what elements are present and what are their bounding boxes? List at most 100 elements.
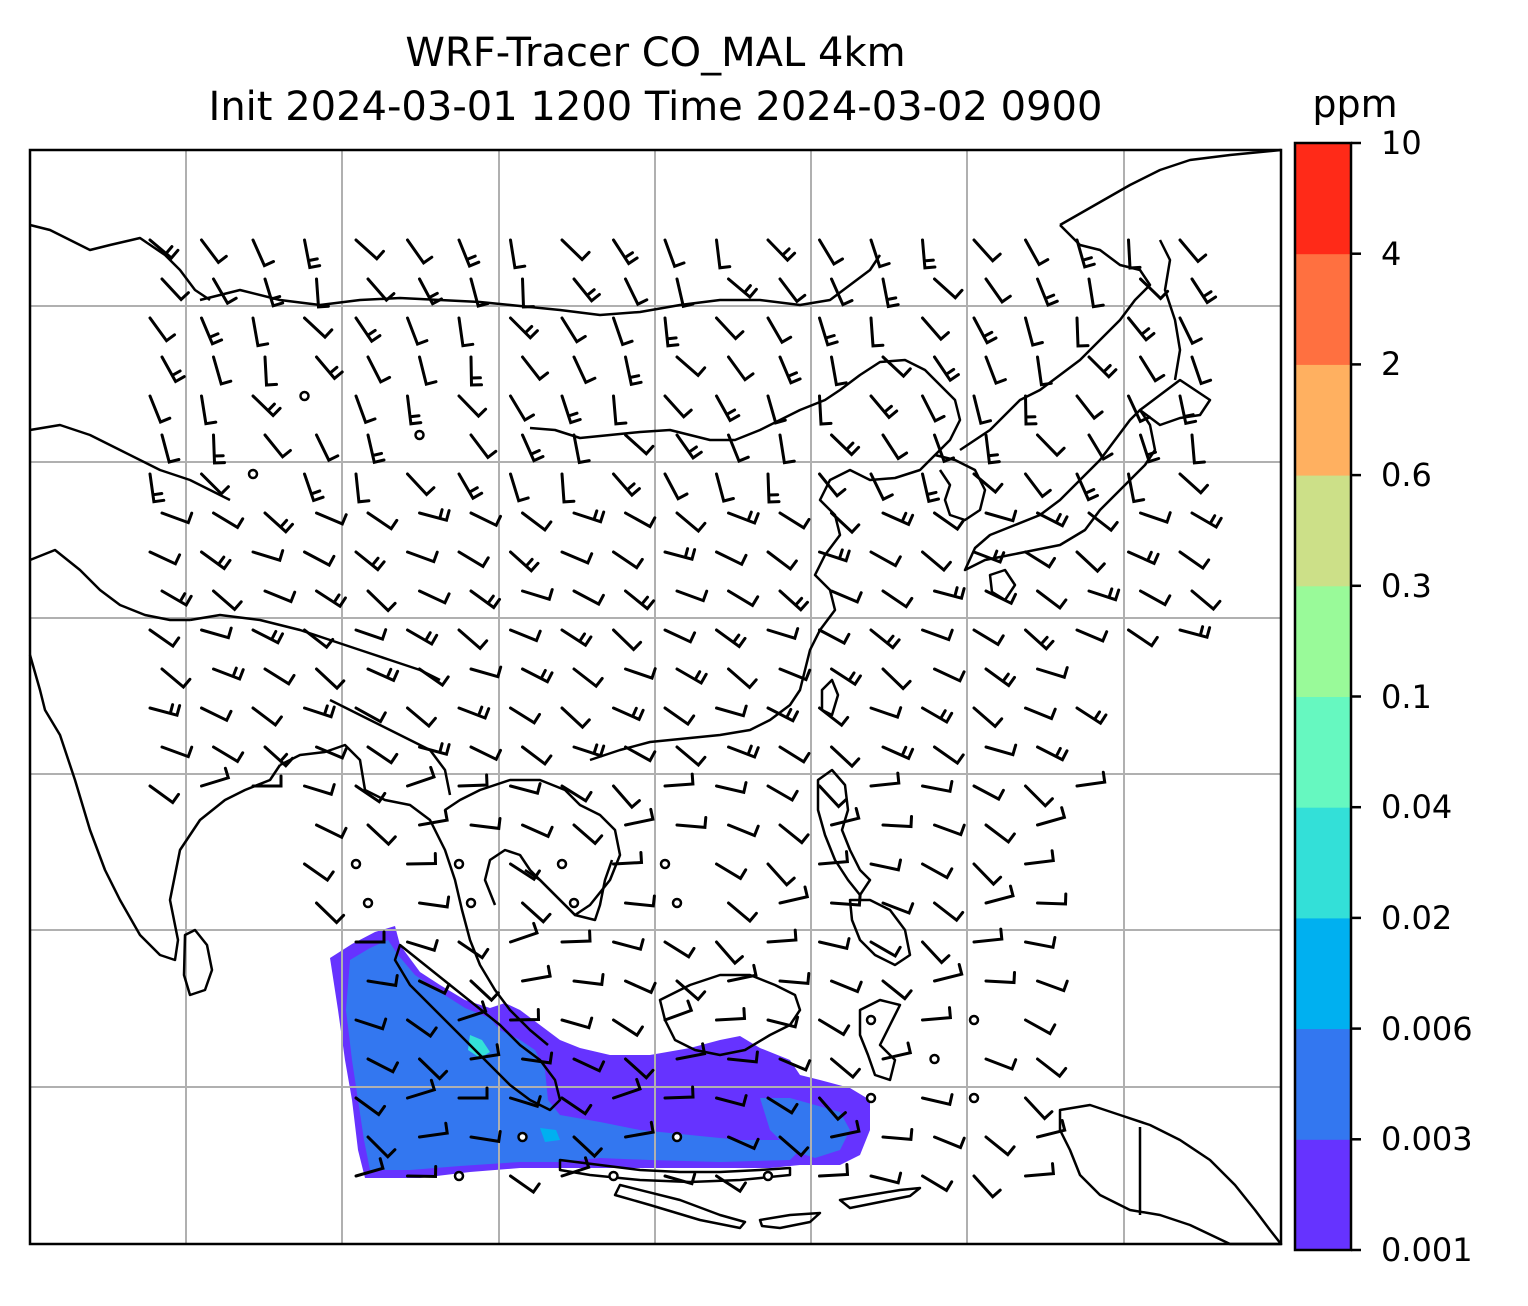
wind-barb (818, 628, 851, 646)
wind-barb (624, 667, 657, 681)
calm-marker (453, 858, 465, 870)
wind-barb (560, 784, 593, 803)
colorbar (1295, 143, 1351, 1251)
wind-barb (406, 238, 434, 265)
wind-barb (366, 589, 397, 613)
wind-barb (1139, 589, 1172, 607)
wind-barb (715, 394, 741, 423)
wind-barb (303, 862, 335, 883)
wind-barb (521, 355, 550, 382)
wind-barb (984, 743, 1018, 757)
wind-barb (624, 589, 656, 611)
wind-barb (509, 1008, 541, 1022)
wind-barb (1024, 1162, 1056, 1178)
wind-barb (624, 894, 656, 908)
wind-barb (212, 589, 243, 612)
wind-barb (1178, 316, 1203, 346)
wind-barb (818, 472, 847, 498)
colorbar-tick-label: 2 (1381, 345, 1402, 384)
wind-barb (1036, 666, 1069, 680)
wind-barb (406, 628, 439, 647)
wind-barb (715, 238, 732, 270)
wind-barb (263, 277, 285, 308)
wind-barb (1024, 1018, 1057, 1036)
wind-barb (1036, 511, 1069, 528)
wind-barb (315, 355, 344, 381)
wind-barb (263, 433, 292, 459)
wind-barb (818, 1096, 847, 1122)
wind-barb (663, 1085, 695, 1100)
wind-barb (675, 589, 709, 603)
colorbar-bin (1295, 917, 1351, 1030)
wind-barb (715, 940, 744, 966)
colorbar-bin (1295, 585, 1351, 697)
map-title-line2: Init 2024-03-01 1200 Time 2024-03-02 090… (208, 84, 1103, 130)
wind-barb (406, 1078, 437, 1100)
wind-barb (457, 940, 490, 960)
wind-barb (457, 628, 489, 651)
wind-barb (1127, 550, 1160, 566)
wind-barb (818, 784, 848, 809)
wind-barb (715, 781, 748, 795)
wind-barb (1036, 1119, 1067, 1139)
wind-barb (663, 1172, 697, 1186)
calm-marker (608, 1170, 619, 1182)
wind-barb (1190, 355, 1213, 386)
wind-barb (921, 550, 952, 573)
wind-barb (315, 667, 346, 691)
wind-barb (521, 588, 554, 602)
wind-barb (354, 394, 377, 425)
wind-barb (869, 706, 903, 720)
wind-barb (766, 1015, 800, 1029)
wind-barb (715, 472, 735, 503)
coastline-sri-lanka (182, 928, 214, 997)
calm-marker (299, 390, 310, 402)
wind-barb (457, 472, 484, 501)
wind-barb (778, 823, 810, 845)
wind-barb (212, 745, 245, 764)
wind-barb (366, 667, 400, 683)
wind-barb (457, 1000, 488, 1022)
wind-barb (727, 1050, 759, 1064)
wind-barb (881, 589, 914, 609)
wind-barb (560, 706, 591, 730)
wind-barb (212, 433, 226, 465)
wind-barb (1190, 433, 1206, 465)
wind-barb (572, 743, 606, 758)
wind-barb (675, 433, 703, 460)
wind-barb (612, 851, 644, 866)
wind-barb (972, 549, 1006, 564)
wind-barb (830, 979, 863, 994)
wind-barb (572, 1135, 603, 1159)
wind-barb (612, 550, 644, 570)
wind-barb (457, 238, 481, 268)
calm-marker (671, 1131, 683, 1143)
border-china-mongolia (199, 254, 882, 317)
wind-barb (148, 316, 176, 343)
wind-barb (406, 550, 439, 564)
coastline-korea (934, 453, 987, 522)
wind-barb (406, 852, 438, 866)
map-title-line1: WRF-Tracer CO_MAL 4km (405, 30, 906, 76)
coastline-japan-kyushu (988, 568, 1017, 602)
wind-barb (830, 893, 862, 907)
calm-marker (762, 1170, 774, 1182)
wind-barb (612, 784, 641, 810)
wind-barb (315, 511, 348, 526)
wind-barb (766, 1096, 799, 1115)
calm-marker (453, 1170, 465, 1182)
wind-barb (572, 973, 605, 987)
wind-barb (572, 277, 601, 303)
wind-barb (251, 549, 285, 563)
wind-barb (509, 316, 539, 340)
colorbar-bin (1295, 364, 1351, 476)
wind-barb (1190, 589, 1222, 612)
wind-barb (148, 784, 180, 805)
wind-barb (972, 1174, 1002, 1199)
wind-barb (469, 277, 490, 308)
coastline-china-south (589, 629, 822, 762)
wind-barb (418, 742, 451, 757)
wind-barb (818, 1163, 850, 1178)
wind-barb (624, 807, 655, 827)
